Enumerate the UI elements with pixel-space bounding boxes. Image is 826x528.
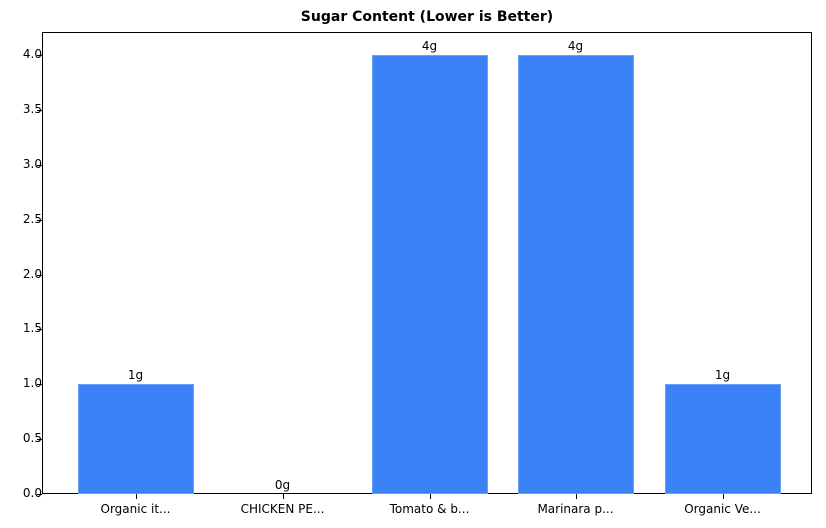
y-tick-label: 3.5 <box>22 101 42 116</box>
y-tick-mark <box>37 329 42 331</box>
bar-value-label: 1g <box>127 368 144 383</box>
y-tick-mark <box>37 439 42 441</box>
y-tick-label: 1.0 <box>22 376 42 391</box>
chart-title: Sugar Content (Lower is Better) <box>300 9 554 25</box>
y-tick-mark <box>37 494 42 495</box>
x-tick-mark <box>722 494 724 499</box>
y-tick-mark <box>37 55 42 56</box>
bar-value-label: 4g <box>567 39 584 53</box>
y-tick-mark <box>37 109 42 111</box>
y-tick-mark <box>37 164 42 166</box>
bar <box>371 55 488 494</box>
x-tick-label: Organic it... <box>100 502 171 516</box>
y-tick-mark <box>37 274 42 276</box>
x-tick-mark <box>575 494 577 499</box>
bar-value-label: 1g <box>714 368 731 383</box>
x-tick-mark <box>429 494 431 499</box>
bar-value-label: 0g <box>274 478 291 492</box>
y-tick-label: 2.0 <box>22 266 42 281</box>
y-tick-label: 0.0 <box>22 486 42 500</box>
x-tick-mark <box>282 494 284 499</box>
y-tick-label: 3.0 <box>22 156 42 171</box>
y-tick-mark <box>37 384 42 386</box>
x-tick-label: Organic Ve... <box>684 502 761 516</box>
x-tick-label: Marinara p... <box>537 502 614 516</box>
bar <box>77 384 194 494</box>
bar <box>517 55 634 494</box>
bar-value-label: 4g <box>421 39 438 53</box>
y-tick-label: 4.0 <box>22 47 42 61</box>
x-tick-mark <box>135 494 137 499</box>
bar <box>664 384 781 494</box>
y-tick-mark <box>37 219 42 221</box>
y-tick-label: 2.5 <box>22 211 42 226</box>
x-tick-label: Tomato & b... <box>389 502 470 516</box>
x-tick-label: CHICKEN PE... <box>240 502 325 516</box>
y-tick-label: 0.5 <box>22 431 42 446</box>
y-tick-label: 1.5 <box>22 321 42 336</box>
